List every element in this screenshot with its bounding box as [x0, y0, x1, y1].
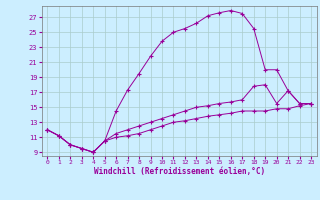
X-axis label: Windchill (Refroidissement éolien,°C): Windchill (Refroidissement éolien,°C)	[94, 167, 265, 176]
